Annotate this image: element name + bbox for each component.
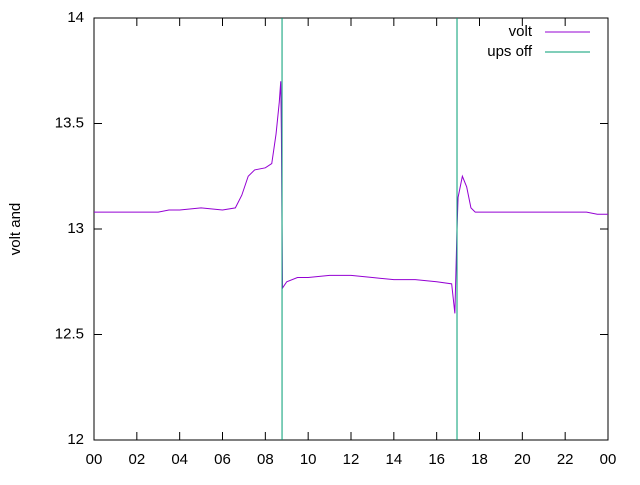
x-tick-label: 12 <box>343 451 360 468</box>
y-tick-label: 13 <box>67 220 84 237</box>
series-line <box>94 81 608 314</box>
x-tick-label: 04 <box>171 451 188 468</box>
y-tick-label: 14 <box>67 9 84 26</box>
series-line <box>281 18 458 440</box>
y-tick-label: 13.5 <box>55 114 84 131</box>
x-tick-label: 16 <box>428 451 445 468</box>
x-tick-label: 00 <box>86 451 103 468</box>
x-tick-label: 22 <box>557 451 574 468</box>
legend-label: volt <box>509 23 533 40</box>
y-tick-label: 12.5 <box>55 325 84 342</box>
x-tick-label: 14 <box>385 451 402 468</box>
x-tick-label: 00 <box>600 451 617 468</box>
x-tick-label: 08 <box>257 451 274 468</box>
x-tick-label: 10 <box>300 451 317 468</box>
x-tick-label: 06 <box>214 451 231 468</box>
x-tick-label: 18 <box>471 451 488 468</box>
y-axis-label: volt and <box>7 203 24 256</box>
y-tick-label: 12 <box>67 431 84 448</box>
x-tick-label: 02 <box>128 451 145 468</box>
legend-label: ups off <box>487 43 533 60</box>
plot-frame <box>93 17 609 441</box>
x-tick-label: 20 <box>514 451 531 468</box>
